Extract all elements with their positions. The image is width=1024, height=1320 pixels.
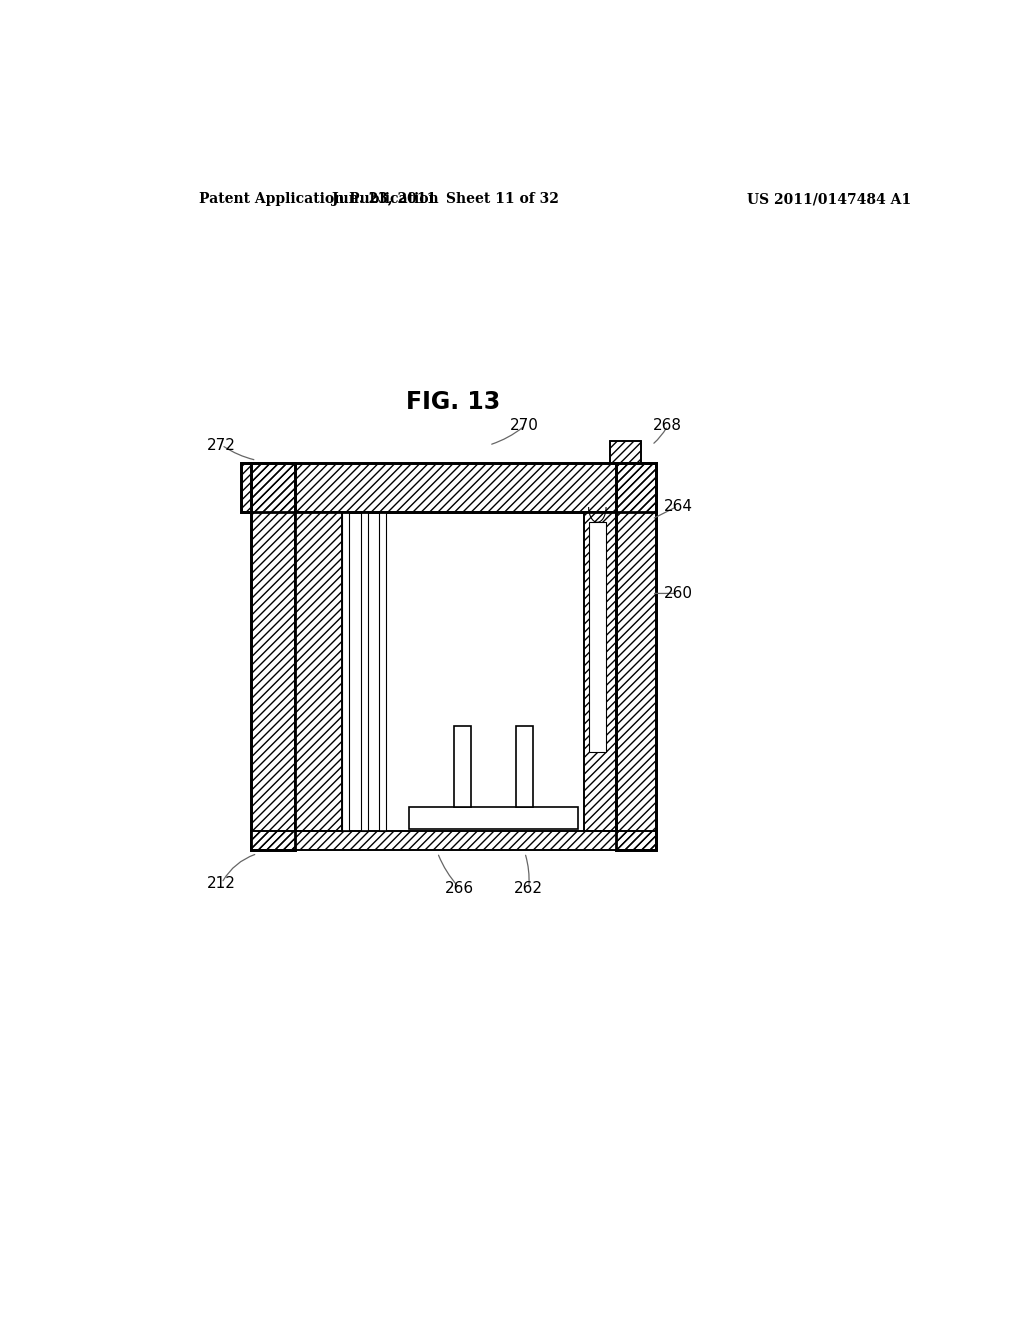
- Text: 212: 212: [207, 875, 237, 891]
- Bar: [589, 523, 606, 752]
- Bar: [516, 726, 534, 807]
- Text: Jun. 23, 2011  Sheet 11 of 32: Jun. 23, 2011 Sheet 11 of 32: [332, 191, 559, 206]
- Bar: [251, 463, 295, 850]
- Bar: [251, 463, 295, 850]
- Bar: [360, 512, 368, 832]
- Text: 262: 262: [514, 880, 544, 896]
- Bar: [295, 512, 342, 832]
- Text: FIG. 13: FIG. 13: [407, 391, 501, 414]
- Bar: [251, 832, 655, 850]
- Bar: [616, 463, 655, 850]
- Bar: [410, 807, 578, 829]
- Bar: [609, 441, 641, 463]
- Bar: [609, 441, 641, 463]
- Bar: [585, 512, 616, 832]
- Text: 264: 264: [664, 499, 692, 513]
- Bar: [295, 512, 342, 832]
- Bar: [242, 463, 655, 512]
- Bar: [609, 441, 641, 463]
- Bar: [295, 512, 342, 832]
- Text: 272: 272: [207, 437, 237, 453]
- Bar: [616, 463, 655, 850]
- Text: 260: 260: [664, 586, 692, 601]
- Bar: [251, 463, 295, 850]
- Bar: [585, 512, 616, 832]
- Text: US 2011/0147484 A1: US 2011/0147484 A1: [748, 191, 911, 206]
- Bar: [379, 512, 386, 832]
- Bar: [251, 832, 655, 850]
- Bar: [342, 512, 349, 832]
- Text: Patent Application Publication: Patent Application Publication: [200, 191, 439, 206]
- Bar: [585, 512, 616, 832]
- Text: 270: 270: [510, 418, 540, 433]
- Text: 268: 268: [653, 418, 682, 433]
- Bar: [616, 463, 655, 850]
- Text: 266: 266: [445, 880, 474, 896]
- Bar: [454, 726, 471, 807]
- Bar: [242, 463, 655, 512]
- Bar: [242, 463, 655, 512]
- Bar: [389, 512, 585, 832]
- Bar: [251, 832, 655, 850]
